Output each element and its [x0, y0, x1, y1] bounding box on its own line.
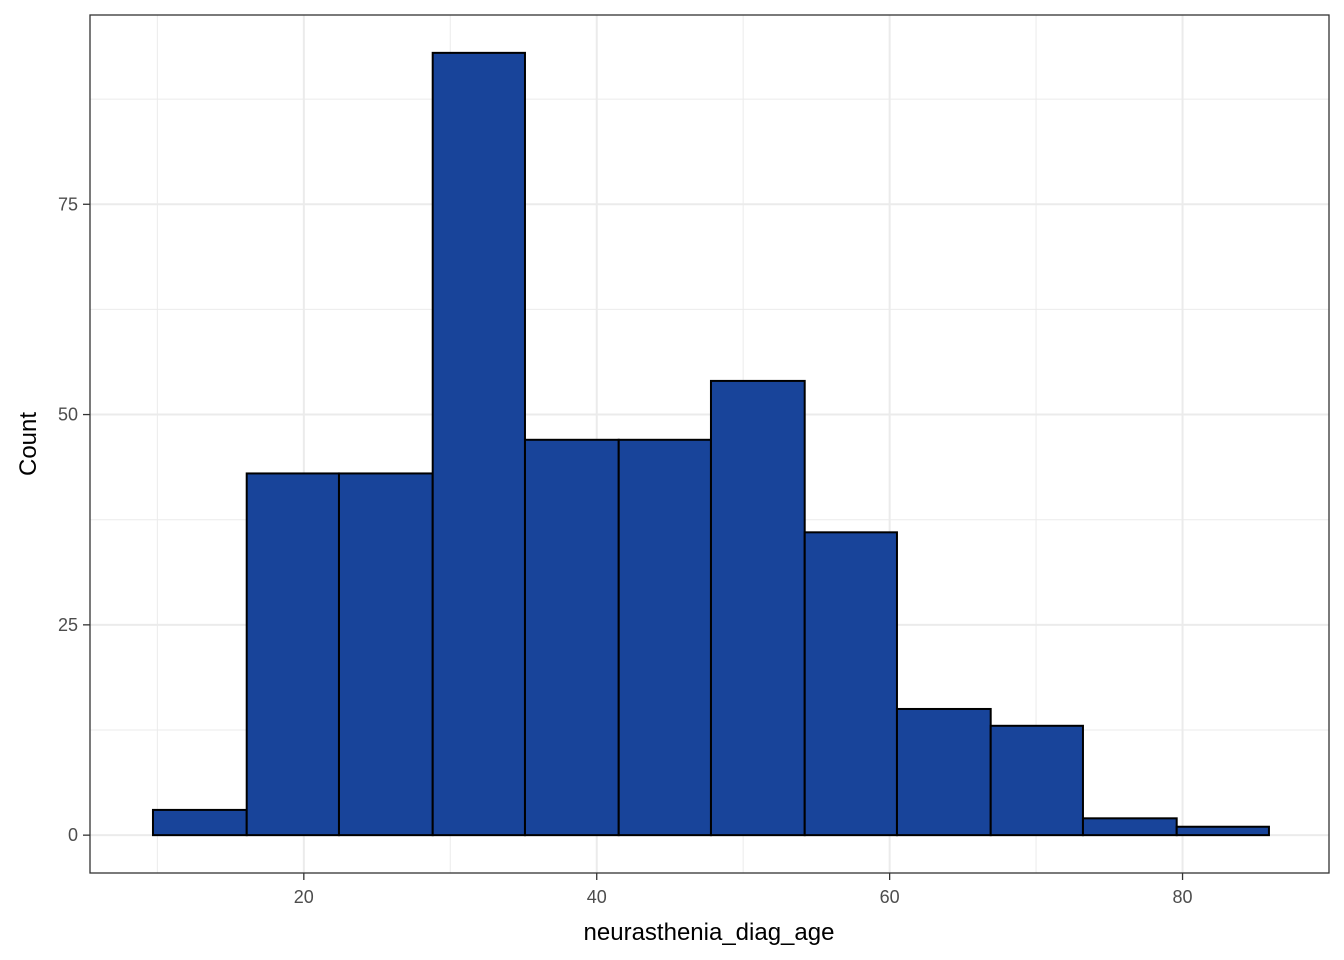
y-tick-label: 25 — [58, 615, 78, 635]
x-tick-label: 60 — [880, 887, 900, 907]
y-tick-label: 50 — [58, 405, 78, 425]
histogram-bar — [895, 707, 992, 837]
histogram-bars — [151, 51, 1270, 837]
y-axis: 0 25 50 75 — [58, 194, 90, 845]
histogram-bar — [245, 472, 340, 837]
x-tick-label: 80 — [1173, 887, 1193, 907]
histogram-bar — [523, 438, 620, 837]
histogram-bar — [1175, 825, 1270, 837]
x-tick-label: 20 — [294, 887, 314, 907]
x-tick-label: 40 — [587, 887, 607, 907]
x-axis: 20 40 60 80 — [294, 873, 1193, 907]
y-axis-title: Count — [15, 412, 42, 476]
histogram-bar — [151, 808, 248, 837]
histogram-bar — [431, 51, 526, 837]
panel-border — [89, 14, 1330, 874]
histogram-bar — [1081, 817, 1178, 837]
histogram-bar — [617, 438, 712, 837]
histogram-bar — [803, 531, 898, 837]
histogram-bar — [709, 379, 806, 837]
histogram-bar — [337, 472, 434, 837]
histogram-bar — [989, 724, 1084, 837]
y-tick-label: 75 — [58, 194, 78, 214]
x-axis-title: neurasthenia_diag_age — [584, 919, 835, 946]
y-tick-label: 0 — [68, 825, 78, 845]
